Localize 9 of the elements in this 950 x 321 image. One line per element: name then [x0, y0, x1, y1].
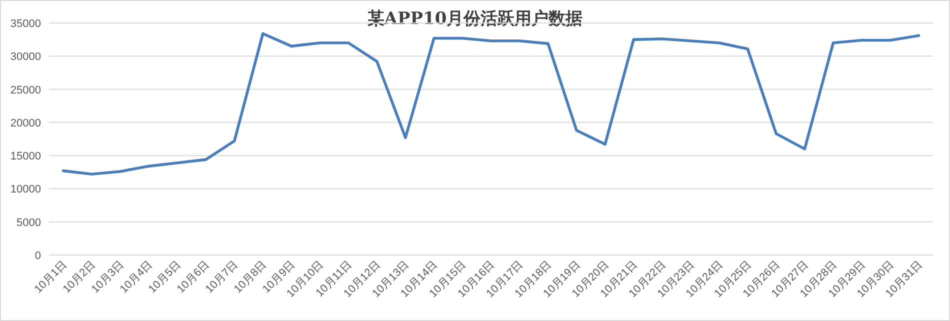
y-tick-label: 30000: [10, 51, 41, 64]
y-tick-label: 35000: [10, 18, 41, 30]
y-tick-label: 10000: [10, 184, 41, 196]
y-tick-label: 20000: [10, 117, 41, 130]
y-tick-label: 0: [34, 250, 41, 262]
y-tick-label: 5000: [16, 216, 41, 229]
y-tick-label: 15000: [10, 150, 41, 163]
y-tick-label: 25000: [10, 84, 41, 96]
line-series: [62, 32, 920, 176]
